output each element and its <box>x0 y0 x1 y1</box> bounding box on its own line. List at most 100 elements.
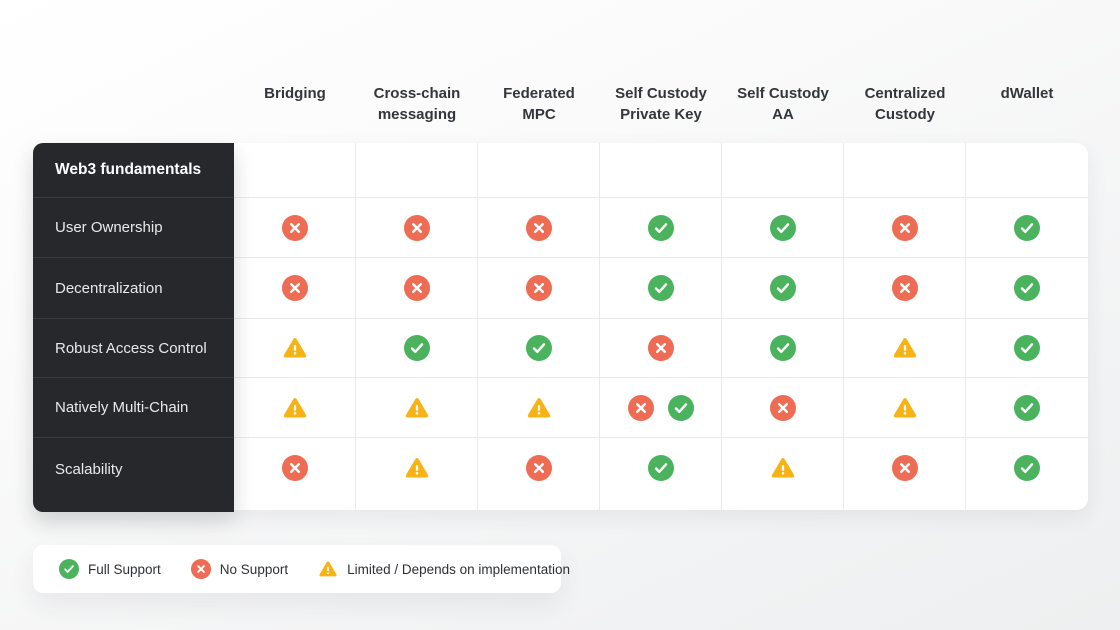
x-circle-icon <box>525 454 552 481</box>
header-spacer-cell <box>722 143 844 198</box>
check-circle-icon <box>1014 275 1040 301</box>
warning-triangle-icon <box>405 397 428 418</box>
support-cell <box>478 438 600 510</box>
support-cell <box>356 198 478 258</box>
header-spacer-cell <box>478 143 600 198</box>
support-cell <box>234 378 356 438</box>
support-cell <box>600 319 722 378</box>
support-cell <box>234 198 356 258</box>
support-cell <box>478 378 600 438</box>
row-label: Scalability <box>55 460 123 478</box>
support-cell <box>234 319 356 378</box>
check-circle-icon <box>769 275 796 301</box>
support-cell <box>234 438 356 510</box>
support-cell <box>478 319 600 378</box>
column-header: Federated MPC <box>503 85 575 123</box>
column-header: dWallet <box>1000 85 1054 102</box>
support-cell <box>844 378 966 438</box>
support-cell <box>966 319 1088 378</box>
support-cell <box>722 198 844 258</box>
row-label: Natively Multi-Chain <box>33 378 234 438</box>
x-circle-icon <box>190 559 211 579</box>
support-cell <box>600 438 722 510</box>
warning-triangle-icon <box>319 561 337 577</box>
support-cell <box>356 319 478 378</box>
support-cell <box>844 438 966 510</box>
support-matrix <box>234 143 1088 510</box>
support-cell <box>356 258 478 319</box>
legend: Full Support No Support Limited / Depends … <box>33 545 570 593</box>
support-cell <box>966 198 1088 258</box>
support-cell <box>844 319 966 378</box>
legend-label: Full Support <box>88 561 161 577</box>
check-circle-icon <box>769 335 796 361</box>
column-headers: Bridging Cross-chain messaging Federated M… <box>234 84 1088 140</box>
x-circle-icon <box>525 275 552 301</box>
support-cell <box>844 258 966 319</box>
legend-item: Full Support <box>59 559 161 579</box>
check-circle-icon <box>647 454 674 481</box>
support-cell <box>478 198 600 258</box>
header-spacer-cell <box>966 143 1088 198</box>
support-cell <box>722 378 844 438</box>
check-circle-icon <box>59 559 79 579</box>
support-cell <box>600 378 722 438</box>
check-circle-icon <box>1014 214 1040 241</box>
check-circle-icon <box>1014 394 1040 421</box>
check-circle-icon <box>403 335 430 361</box>
support-cell <box>722 438 844 510</box>
warning-triangle-icon <box>527 397 550 418</box>
legend-label: Limited / Depends on implementation <box>347 561 570 577</box>
x-circle-icon <box>403 214 430 241</box>
support-cell <box>722 319 844 378</box>
row-label: Robust Access Control <box>33 319 234 378</box>
support-cell <box>478 258 600 319</box>
support-cell <box>966 438 1088 510</box>
warning-triangle-icon <box>771 457 794 478</box>
support-cell <box>844 198 966 258</box>
x-circle-icon <box>403 275 430 301</box>
header-spacer-cell <box>356 143 478 198</box>
warning-triangle-icon <box>283 397 306 418</box>
x-circle-icon <box>891 275 918 301</box>
x-circle-icon <box>281 214 308 241</box>
support-cell <box>600 258 722 319</box>
x-circle-icon <box>769 394 796 421</box>
support-cell <box>600 198 722 258</box>
column-header: Self Custody AA <box>737 85 829 123</box>
column-header: Cross-chain messaging <box>373 85 461 123</box>
warning-triangle-icon <box>283 338 306 358</box>
check-circle-icon <box>647 214 674 241</box>
header-spacer-cell <box>234 143 356 198</box>
row-group-title: Web3 fundamentals <box>33 143 234 198</box>
x-circle-icon <box>627 394 654 421</box>
row-label-sidebar: Web3 fundamentals User Ownership Decentra… <box>33 143 234 512</box>
header-spacer-cell <box>844 143 966 198</box>
support-cell <box>356 378 478 438</box>
check-circle-icon <box>1014 335 1040 361</box>
warning-triangle-icon <box>405 457 428 478</box>
legend-item: Limited / Depends on implementation <box>318 559 570 579</box>
support-cell <box>234 258 356 319</box>
row-label: User Ownership <box>33 198 234 258</box>
check-circle-icon <box>647 275 674 301</box>
warning-triangle-icon <box>893 397 916 418</box>
column-header: Centralized Custody <box>864 85 946 123</box>
legend-label: No Support <box>219 561 289 577</box>
x-circle-icon <box>525 214 552 241</box>
header-spacer-cell <box>600 143 722 198</box>
column-header: Bridging <box>264 85 326 102</box>
legend-item: No Support <box>190 559 289 579</box>
column-header: Self Custody Private Key <box>615 85 707 123</box>
check-circle-icon <box>667 394 694 421</box>
x-circle-icon <box>647 335 674 361</box>
check-circle-icon <box>525 335 552 361</box>
x-circle-icon <box>281 454 308 481</box>
support-cell <box>966 378 1088 438</box>
x-circle-icon <box>281 275 308 301</box>
support-cell <box>722 258 844 319</box>
x-circle-icon <box>891 214 918 241</box>
support-cell <box>966 258 1088 319</box>
check-circle-icon <box>769 214 796 241</box>
